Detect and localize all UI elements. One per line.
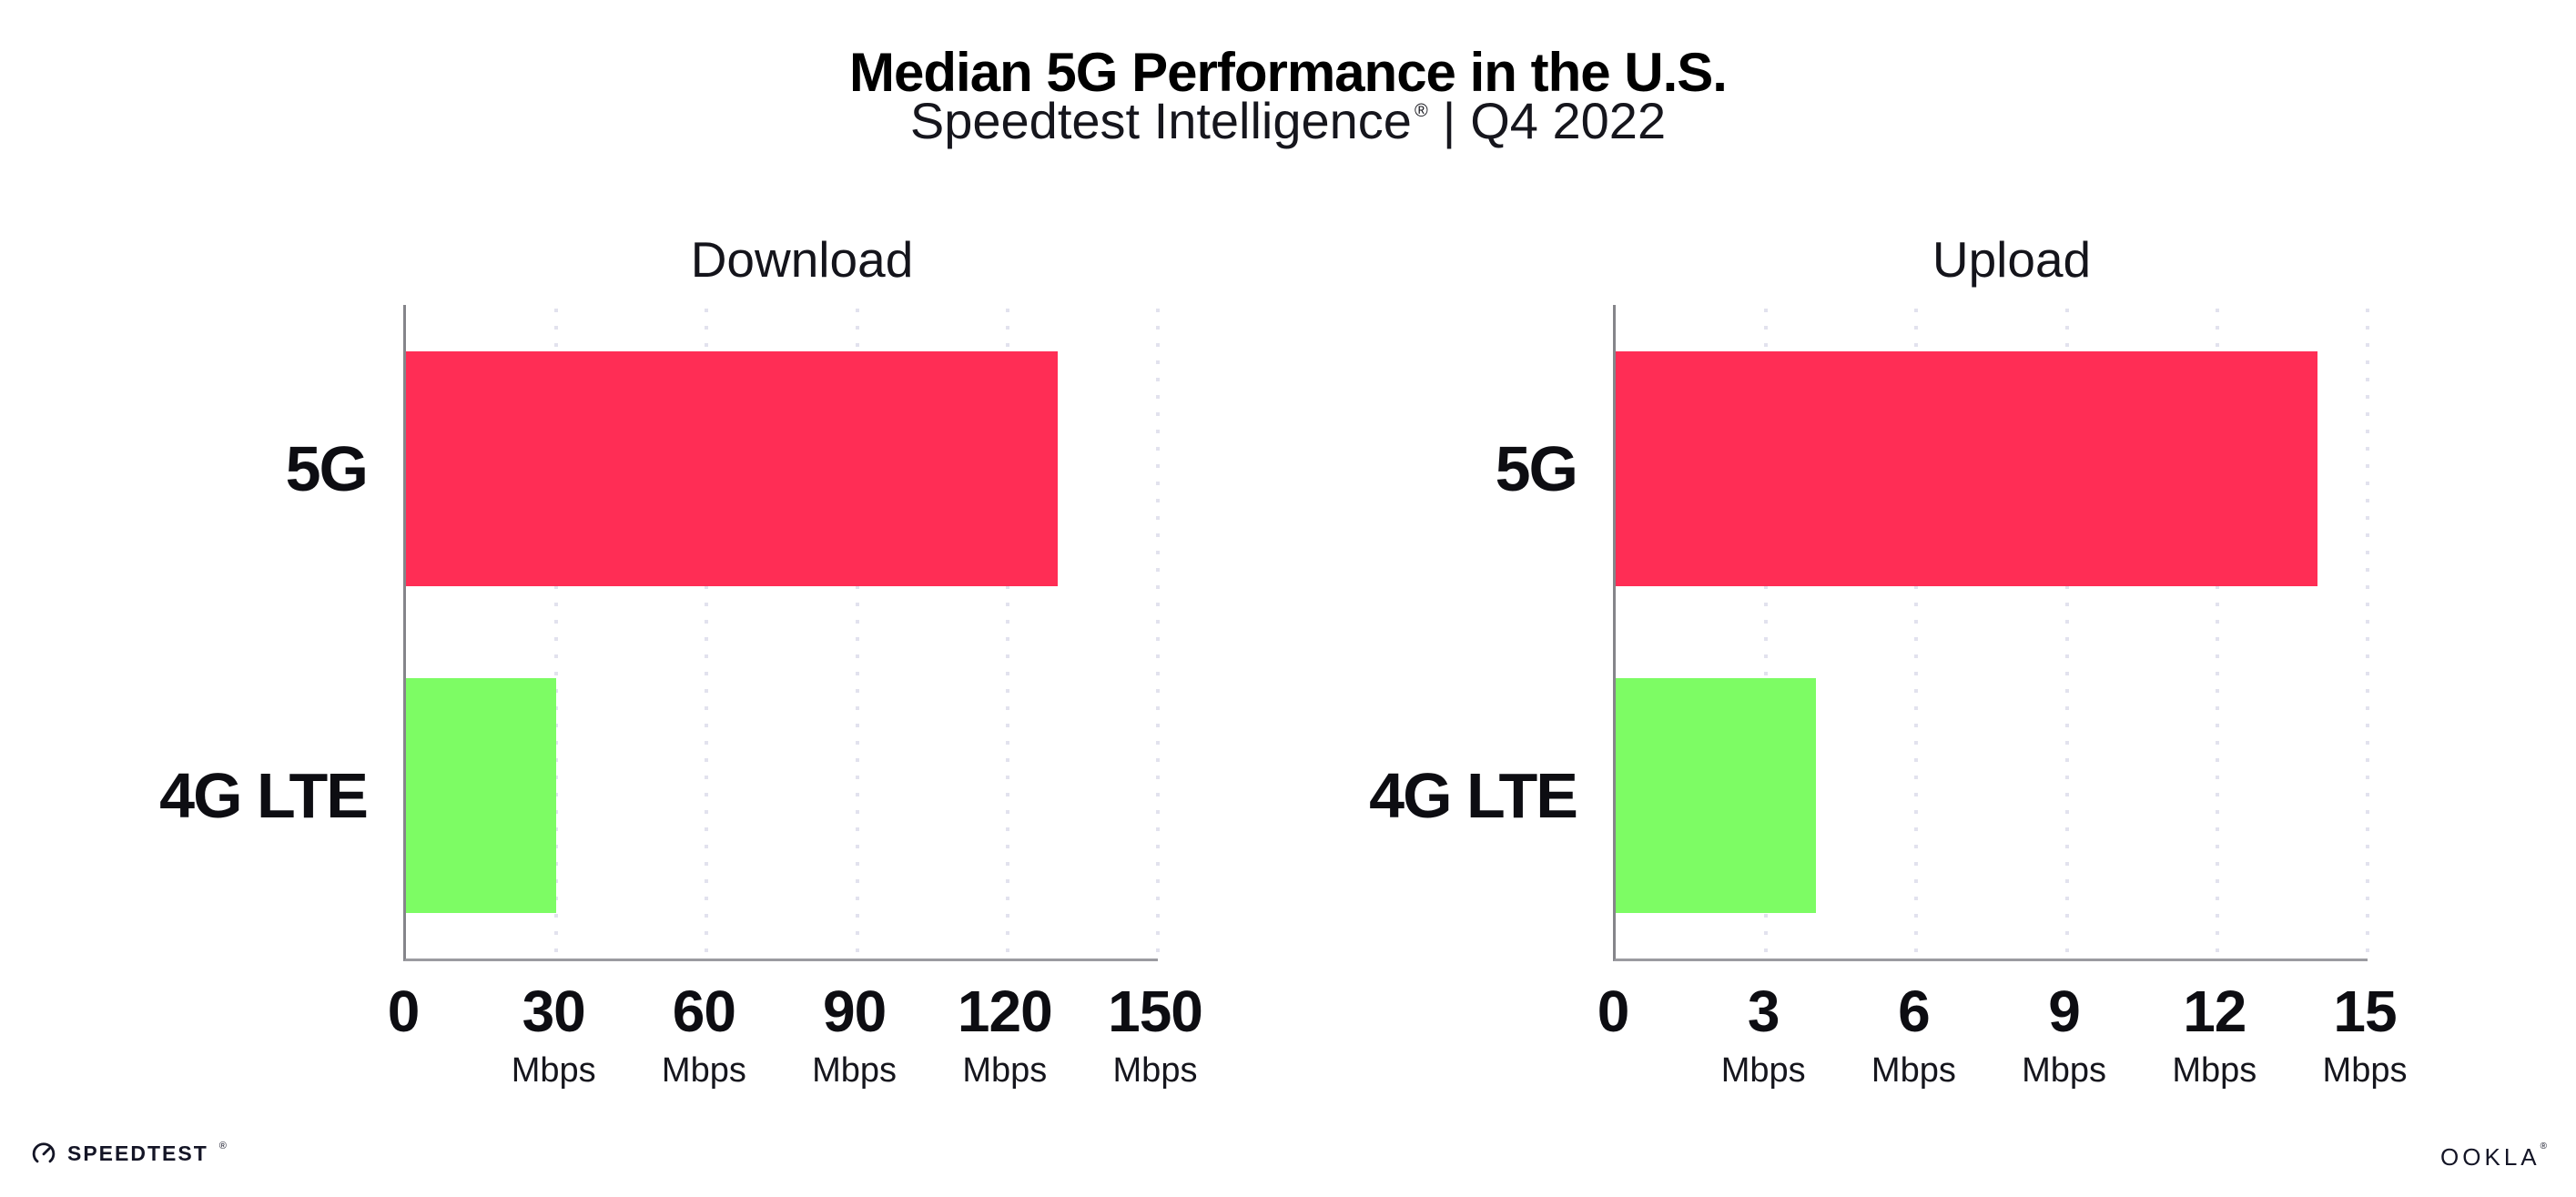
subtitle-brand: Speedtest Intelligence [909, 92, 1412, 149]
x-axis-tick-value: 15 [2333, 979, 2397, 1044]
upload-y-axis-labels: 5G 4G LTE [1322, 305, 1613, 959]
download-plot-area [403, 305, 1160, 961]
download-x-axis: 0 30 Mbps 60 Mbps 90 Mbps 120 Mbps 150 Mbps [388, 959, 1203, 1131]
gridline [705, 309, 709, 959]
upload-chart-title: Upload [1932, 231, 2092, 288]
gridline [2064, 309, 2069, 959]
x-axis-tick-unit: Mbps [661, 1051, 746, 1090]
x-axis-tick-value: 0 [1597, 979, 1630, 1044]
x-axis-tick-unit: Mbps [1871, 1051, 1956, 1090]
ookla-logo: OOKLA ® [2440, 1141, 2547, 1172]
x-axis-tick-value: 90 [822, 979, 887, 1044]
x-axis-tick-unit: Mbps [812, 1051, 898, 1090]
speedtest-logo: SPEEDTEST ® [30, 1138, 227, 1169]
subtitle-period: Q4 2022 [1470, 92, 1667, 149]
x-axis-tick-unit: Mbps [1720, 1051, 1806, 1090]
x-axis-tick: 30 Mbps [512, 982, 596, 1088]
subtitle-separator: | [1442, 92, 1456, 149]
x-axis-tick: 120 Mbps [957, 979, 1053, 1090]
gridline [1156, 309, 1160, 959]
gridline [2366, 309, 2369, 959]
bar-4g-lte [1616, 678, 1817, 913]
y-axis-label-4g-lte: 4G LTE [1369, 760, 1578, 831]
x-axis-tick: 90 Mbps [812, 982, 897, 1088]
x-axis-tick-unit: Mbps [2022, 1051, 2107, 1090]
x-axis-tick-unit: Mbps [2172, 1051, 2257, 1090]
x-axis-tick: 6 Mbps [1871, 982, 1956, 1088]
x-axis-tick-value: 6 [1898, 979, 1931, 1044]
x-axis-tick: 0 [387, 979, 421, 1044]
gridline [1764, 309, 1769, 959]
x-axis-tick-value: 3 [1747, 979, 1780, 1044]
x-axis-tick: 3 Mbps [1721, 982, 1806, 1088]
y-axis-label-5g: 5G [285, 433, 369, 504]
x-axis-tick-unit: Mbps [1112, 1051, 1198, 1090]
x-axis-tick-value: 60 [672, 979, 736, 1044]
speedtest-gauge-icon [32, 1142, 56, 1163]
speedtest-logo-text: SPEEDTEST [67, 1141, 208, 1165]
bar-4g-lte [406, 678, 557, 913]
x-axis-tick-value: 12 [2183, 979, 2246, 1044]
gridline [1005, 309, 1009, 959]
x-axis-tick-value: 0 [387, 979, 421, 1044]
registered-mark: ® [1414, 101, 1428, 121]
upload-chart-panel: Upload 5G 4G LTE 0 3 Mbps 6 Mbps 9 Mbps 12 Mbps 15… [1322, 109, 2529, 1165]
x-axis-tick: 9 Mbps [2022, 982, 2106, 1088]
x-axis-tick-unit: Mbps [962, 1051, 1048, 1090]
bar-5g [406, 351, 1058, 586]
y-axis-label-5g: 5G [1495, 433, 1578, 504]
gridline [855, 309, 859, 959]
x-axis-tick: 60 Mbps [662, 982, 746, 1088]
page-subtitle: Speedtest Intelligence ® | Q4 2022 [0, 89, 2576, 153]
x-axis-tick-value: 120 [957, 979, 1053, 1044]
x-axis-tick: 15 Mbps [2323, 982, 2408, 1088]
ookla-registered-mark: ® [2540, 1141, 2547, 1151]
upload-plot-area [1613, 305, 2369, 961]
upload-x-axis: 0 3 Mbps 6 Mbps 9 Mbps 12 Mbps 15 Mbps [1597, 959, 2408, 1131]
x-axis-tick-unit: Mbps [2322, 1051, 2408, 1090]
x-axis-tick: 12 Mbps [2172, 982, 2257, 1088]
download-chart-title: Download [690, 231, 914, 288]
x-axis-tick-unit: Mbps [511, 1051, 596, 1090]
ookla-logo-text: OOKLA [2440, 1143, 2541, 1171]
download-y-axis-labels: 5G 4G LTE [112, 305, 403, 959]
x-axis-tick-value: 150 [1108, 979, 1203, 1044]
gridline [554, 309, 559, 959]
x-axis-tick: 0 [1597, 979, 1630, 1044]
download-chart-panel: Download 5G 4G LTE 0 30 Mbps 60 Mbps 90 Mbps 120… [112, 109, 1319, 1165]
gridline [1914, 309, 1919, 959]
gridline [2215, 309, 2219, 959]
x-axis-tick: 150 Mbps [1108, 979, 1203, 1090]
x-axis-tick-value: 30 [522, 979, 586, 1044]
y-axis-label-4g-lte: 4G LTE [159, 760, 369, 831]
speedtest-registered-mark: ® [218, 1141, 227, 1151]
page-title: Median 5G Performance in the U.S. [849, 42, 1728, 104]
bar-5g [1616, 351, 2317, 586]
x-axis-tick-value: 9 [2048, 979, 2081, 1044]
